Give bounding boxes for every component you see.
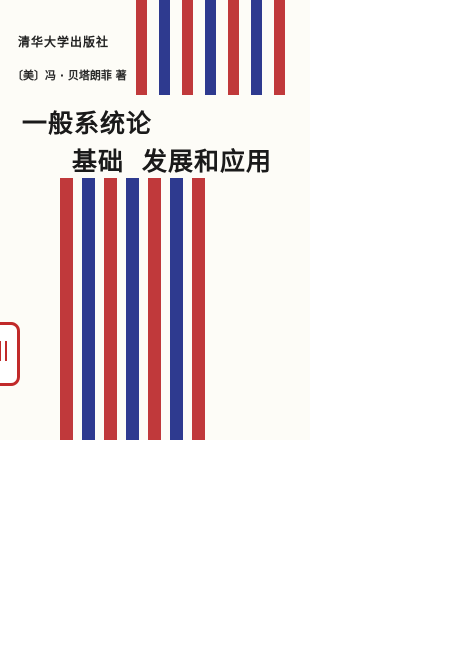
- top-stripe-red: [136, 0, 147, 95]
- top-stripe-blue: [159, 0, 170, 95]
- bottom-stripe-red: [60, 178, 73, 440]
- library-label-mark: [0, 341, 7, 361]
- top-stripe-red: [274, 0, 285, 95]
- top-stripe-blue: [251, 0, 262, 95]
- top-stripe-red: [182, 0, 193, 95]
- top-stripe-blue: [205, 0, 216, 95]
- bottom-stripe-red: [192, 178, 205, 440]
- bottom-stripe-blue: [82, 178, 95, 440]
- bottom-stripe-blue: [126, 178, 139, 440]
- author-line: 〔美〕冯 · 贝塔朗菲 著: [12, 69, 127, 82]
- bottom-stripe-blue: [170, 178, 183, 440]
- title-subtitle: 基础 发展和应用: [72, 142, 272, 178]
- library-label-tab: [0, 322, 20, 386]
- book-cover: 清华大学出版社 〔美〕冯 · 贝塔朗菲 著 一般系统论 基础 发展和应用: [0, 0, 310, 440]
- top-stripe-red: [228, 0, 239, 95]
- subtitle-part-2: 发展和应用: [142, 147, 273, 176]
- publisher-name: 清华大学出版社: [18, 35, 110, 49]
- title-main: 一般系统论: [22, 109, 153, 138]
- bottom-stripe-red: [104, 178, 117, 440]
- bottom-stripe-red: [148, 178, 161, 440]
- subtitle-part-1: 基础: [72, 147, 125, 176]
